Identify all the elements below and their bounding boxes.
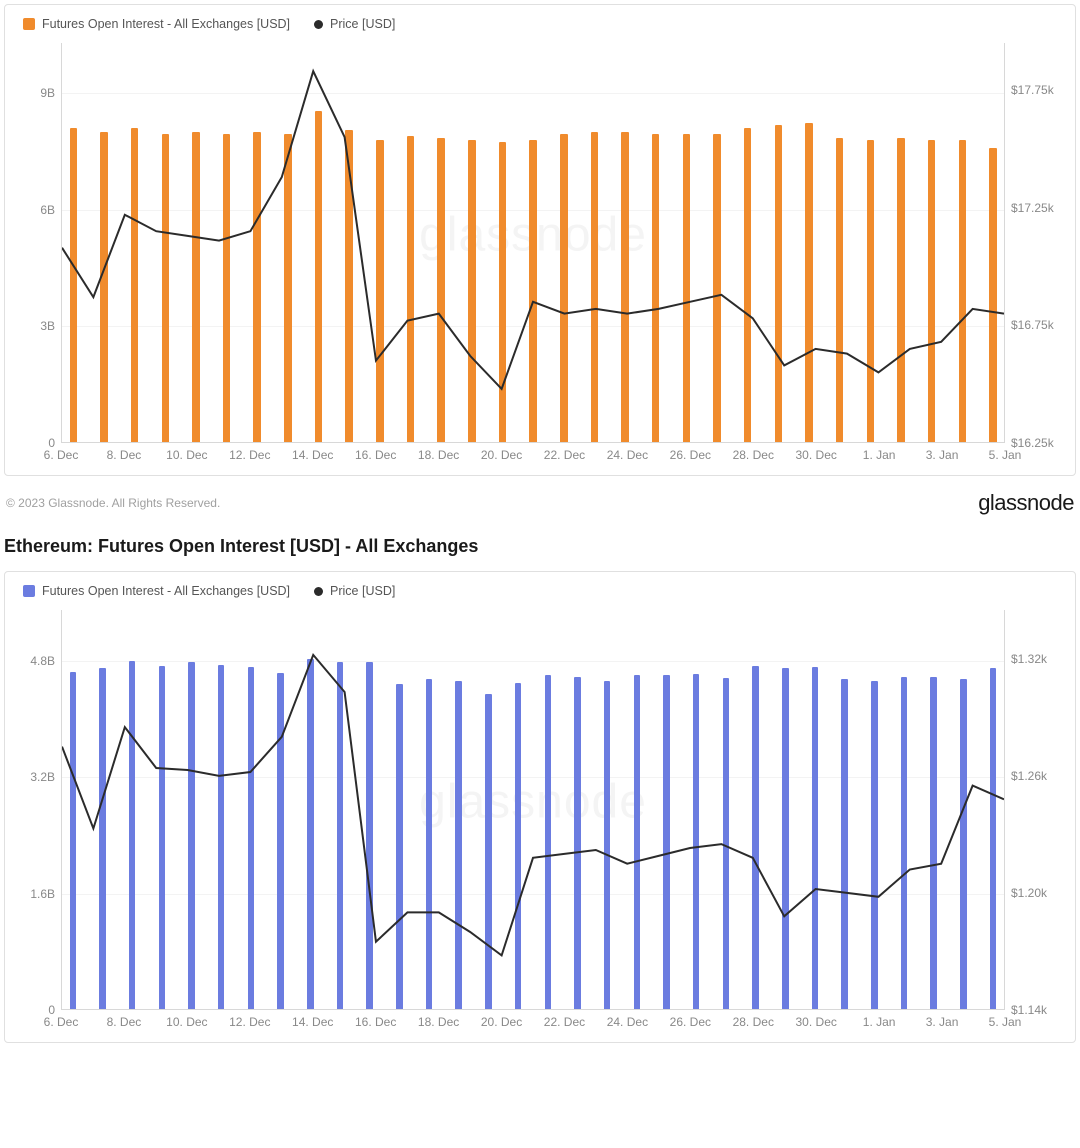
x-tick: 12. Dec (229, 1015, 270, 1029)
x-tick: 1. Jan (863, 448, 896, 462)
x-tick: 18. Dec (418, 448, 459, 462)
chart-2-frame: Futures Open Interest - All Exchanges [U… (4, 571, 1076, 1043)
legend-line-label: Price [USD] (330, 17, 395, 31)
chart-1-plot-wrap: 03B6B9B glassnode $16.25k$16.75k$17.25k$… (17, 43, 1063, 443)
chart-2-plot-wrap: 01.6B3.2B4.8B glassnode $1.14k$1.20k$1.2… (17, 610, 1063, 1010)
x-tick: 16. Dec (355, 1015, 396, 1029)
brand-logo: glassnode (978, 490, 1074, 516)
y-left-tick: 9B (40, 86, 55, 100)
price-line-path (62, 655, 1004, 956)
chart-1-plot[interactable]: glassnode (61, 43, 1005, 443)
x-tick: 18. Dec (418, 1015, 459, 1029)
x-tick: 3. Jan (926, 448, 959, 462)
x-tick: 16. Dec (355, 448, 396, 462)
chart-2-block: Ethereum: Futures Open Interest [USD] - … (0, 526, 1080, 1043)
x-tick: 30. Dec (796, 448, 837, 462)
legend-line-item: Price [USD] (314, 584, 395, 598)
x-tick: 3. Jan (926, 1015, 959, 1029)
chart-1-baseline (62, 442, 1004, 443)
chart-1-legend: Futures Open Interest - All Exchanges [U… (17, 15, 1063, 43)
x-tick: 30. Dec (796, 1015, 837, 1029)
y-left-tick: 6B (40, 203, 55, 217)
x-tick: 5. Jan (989, 1015, 1022, 1029)
chart-1-frame: Futures Open Interest - All Exchanges [U… (4, 4, 1076, 476)
chart-2-yaxis-right: $1.14k$1.20k$1.26k$1.32k (1005, 610, 1063, 1010)
x-tick: 14. Dec (292, 448, 333, 462)
y-right-tick: $17.25k (1011, 201, 1054, 215)
copyright-text: © 2023 Glassnode. All Rights Reserved. (6, 496, 220, 510)
x-tick: 10. Dec (166, 448, 207, 462)
chart-2-price-line (62, 610, 1004, 1010)
x-tick: 26. Dec (670, 1015, 711, 1029)
price-line-path (62, 71, 1004, 389)
x-tick: 12. Dec (229, 448, 270, 462)
chart-1-block: Futures Open Interest - All Exchanges [U… (0, 0, 1080, 526)
chart-2-baseline (62, 1009, 1004, 1010)
y-right-tick: $1.20k (1011, 886, 1047, 900)
legend-bar-label: Futures Open Interest - All Exchanges [U… (42, 17, 290, 31)
y-left-tick: 1.6B (30, 887, 55, 901)
legend-line-item: Price [USD] (314, 17, 395, 31)
legend-line-label: Price [USD] (330, 584, 395, 598)
x-tick: 22. Dec (544, 448, 585, 462)
legend-line-swatch (314, 587, 323, 596)
chart-1-price-line (62, 43, 1004, 443)
x-tick: 24. Dec (607, 1015, 648, 1029)
y-right-tick: $1.26k (1011, 769, 1047, 783)
x-tick: 20. Dec (481, 1015, 522, 1029)
chart-2-legend: Futures Open Interest - All Exchanges [U… (17, 582, 1063, 610)
x-tick: 8. Dec (107, 1015, 142, 1029)
chart-2-xaxis: 6. Dec 8. Dec 10. Dec 12. Dec 14. Dec 16. Dec… (17, 1012, 1063, 1034)
x-tick: 14. Dec (292, 1015, 333, 1029)
legend-line-swatch (314, 20, 323, 29)
y-left-tick: 3.2B (30, 770, 55, 784)
legend-bar-swatch (23, 585, 35, 597)
x-tick: 8. Dec (107, 448, 142, 462)
chart-1-yaxis-right: $16.25k$16.75k$17.25k$17.75k (1005, 43, 1063, 443)
y-right-tick: $17.75k (1011, 83, 1054, 97)
chart-1-yaxis-left: 03B6B9B (17, 43, 61, 443)
y-right-tick: $1.32k (1011, 652, 1047, 666)
x-tick: 28. Dec (733, 1015, 774, 1029)
x-tick: 24. Dec (607, 448, 648, 462)
x-tick: 26. Dec (670, 448, 711, 462)
chart-2-title: Ethereum: Futures Open Interest [USD] - … (0, 530, 1080, 571)
chart-2-plot[interactable]: glassnode (61, 610, 1005, 1010)
x-tick: 22. Dec (544, 1015, 585, 1029)
x-tick: 6. Dec (44, 448, 79, 462)
legend-bar-swatch (23, 18, 35, 30)
x-tick: 20. Dec (481, 448, 522, 462)
x-tick: 1. Jan (863, 1015, 896, 1029)
y-left-tick: 4.8B (30, 654, 55, 668)
chart-2-yaxis-left: 01.6B3.2B4.8B (17, 610, 61, 1010)
y-left-tick: 3B (40, 319, 55, 333)
x-tick: 28. Dec (733, 448, 774, 462)
x-tick: 10. Dec (166, 1015, 207, 1029)
chart-1-xaxis: 6. Dec 8. Dec 10. Dec 12. Dec 14. Dec 16. Dec… (17, 445, 1063, 467)
legend-bar-item: Futures Open Interest - All Exchanges [U… (23, 17, 290, 31)
chart-1-footer: © 2023 Glassnode. All Rights Reserved. g… (0, 476, 1080, 526)
x-tick: 6. Dec (44, 1015, 79, 1029)
legend-bar-item: Futures Open Interest - All Exchanges [U… (23, 584, 290, 598)
y-right-tick: $16.75k (1011, 318, 1054, 332)
x-tick: 5. Jan (989, 448, 1022, 462)
legend-bar-label: Futures Open Interest - All Exchanges [U… (42, 584, 290, 598)
